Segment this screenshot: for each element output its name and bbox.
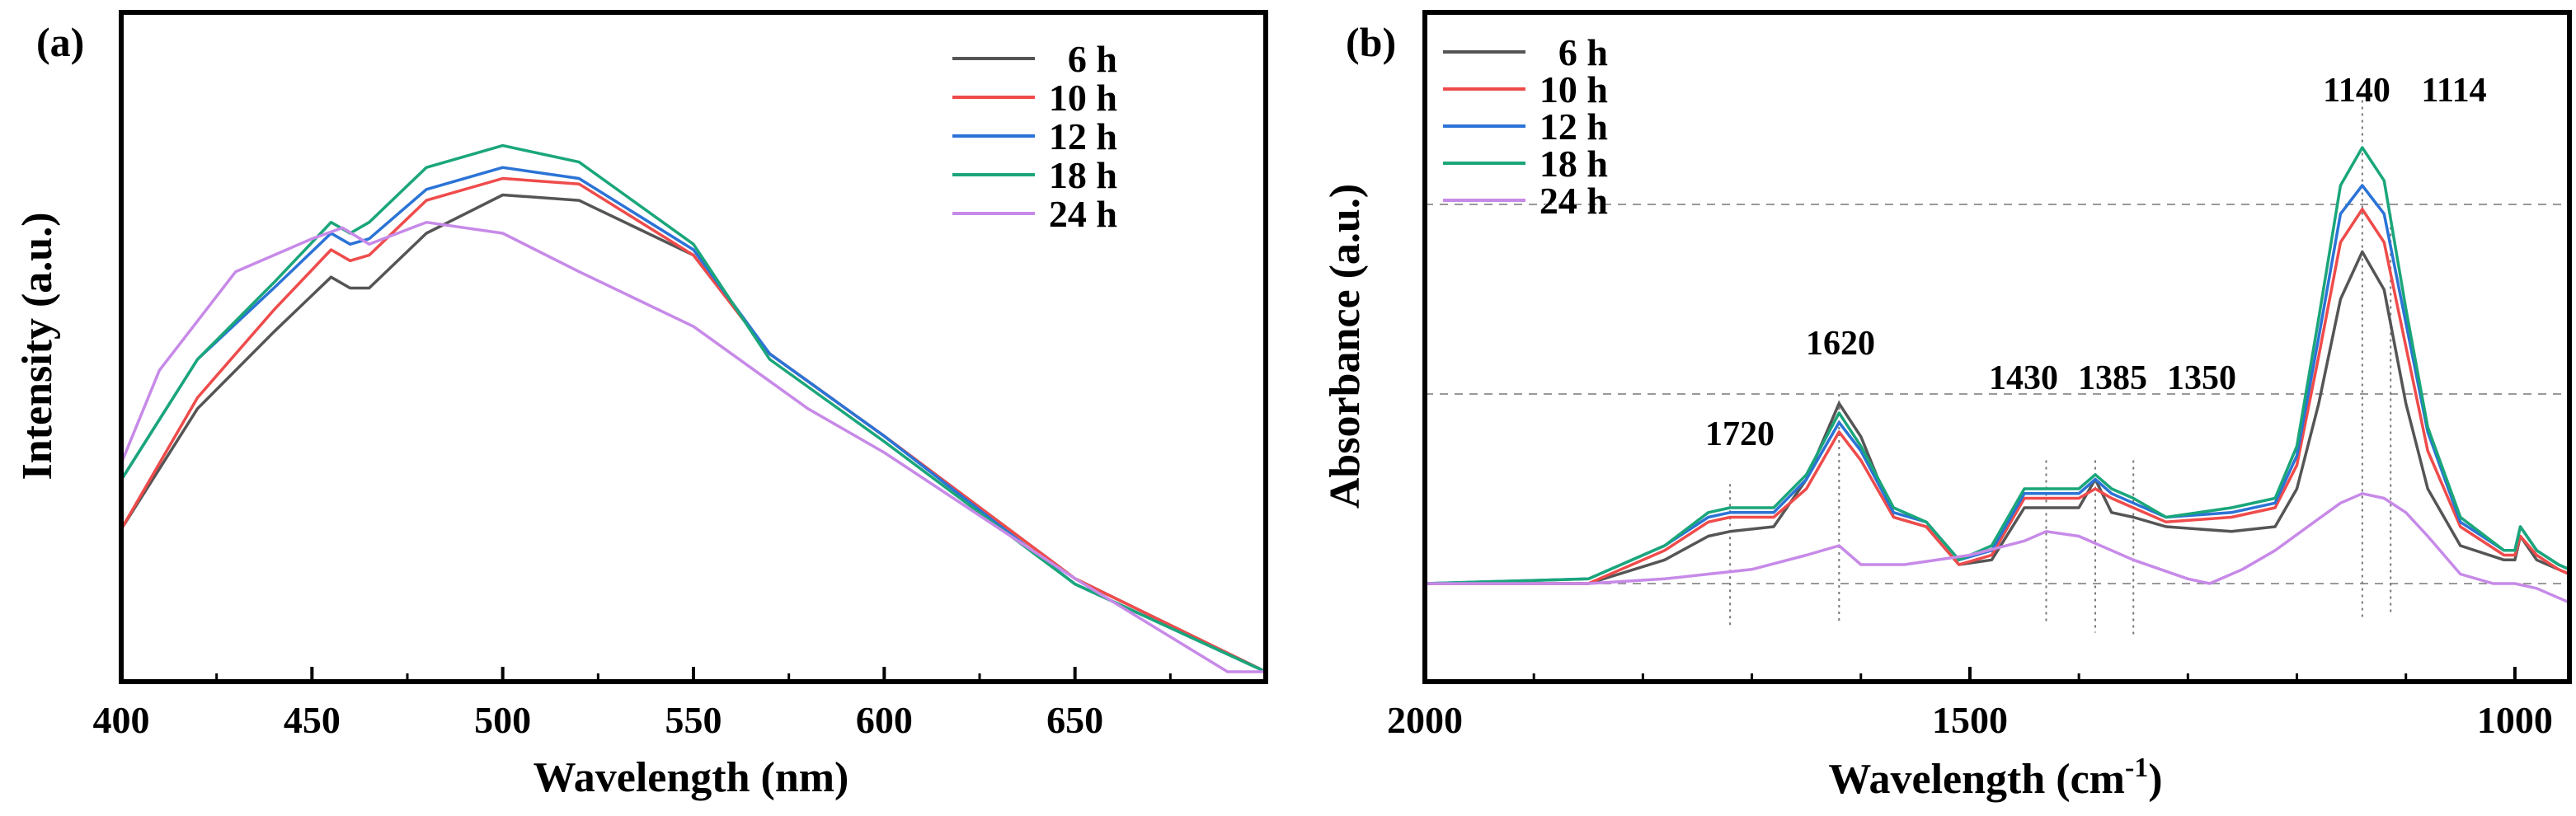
panel-a-y-axis-label: Intensity (a.u.): [14, 212, 61, 480]
panel-b-annotation-1620: 1620: [1806, 325, 1875, 363]
panel-b-series-24h: [1425, 492, 2570, 604]
panel-b-annotation-labels: 1720 1620 1430 1385 1350 1140 1114: [1705, 72, 2487, 453]
panel-b-series-6h: [1425, 250, 2570, 585]
panel-a-legend-label-1: 10 h: [1049, 77, 1117, 119]
panel-b: (b) 1720 1620 1430 1385 1350 1140 1114 6 h10 h…: [1322, 10, 2572, 803]
panel-b-legend: 6 h10 h12 h18 h24 h: [1443, 31, 1608, 222]
panel-a-series-24h: [120, 220, 1266, 673]
panel-b-annotation-1350: 1350: [2167, 359, 2236, 397]
panel-b-annotation-1114: 1114: [2421, 72, 2486, 110]
panel-b-tick-label-1: 1500: [1932, 699, 2008, 741]
panel-a-tick-label-3: 550: [665, 699, 722, 741]
panel-b-annotation-1430: 1430: [1989, 359, 2058, 397]
panel-a-frame: [119, 10, 1268, 684]
panel-b-tick-label-2: 1000: [2477, 699, 2553, 741]
panel-b-legend-label-4: 24 h: [1539, 180, 1608, 222]
panel-b-x-axis-label: Wavelength (cm-1): [1828, 753, 2162, 803]
panel-b-annotation-lines: [1729, 100, 2392, 638]
panel-b-x-ticks: 2000 1500 1000: [1387, 667, 2553, 741]
panel-b-lines: [1424, 146, 2570, 604]
panel-a-legend-label-4: 24 h: [1049, 193, 1117, 235]
panel-b-annotation-1385: 1385: [2078, 359, 2147, 397]
panel-a-series-6h: [120, 193, 1267, 673]
panel-b-y-axis-label: Absorbance (a.u.): [1322, 184, 1369, 509]
panel-a-legend-label-2: 12 h: [1049, 115, 1117, 157]
panel-a-legend: 6 h10 h12 h18 h24 h: [952, 38, 1117, 235]
panel-a-label: (a): [36, 19, 84, 65]
panel-b-series-12h: [1424, 184, 2570, 585]
panel-b-series-18h: [1424, 146, 2570, 585]
panel-b-x-axis-label-close: ): [2148, 756, 2162, 803]
panel-a-tick-label-5: 650: [1046, 699, 1103, 741]
panel-b-legend-label-0: 6 h: [1558, 31, 1608, 73]
panel-a-series-18h: [120, 143, 1267, 673]
panel-b-annotation-1140: 1140: [2323, 72, 2390, 110]
panel-b-legend-label-3: 18 h: [1539, 143, 1608, 185]
panel-a-tick-label-4: 600: [856, 699, 913, 741]
panel-b-legend-label-2: 12 h: [1539, 106, 1608, 148]
panel-b-annotation-1720: 1720: [1705, 415, 1775, 453]
panel-a-lines: [120, 143, 1267, 673]
panel-a-tick-label-0: 400: [93, 699, 150, 741]
panel-a-x-axis-label: Wavelength (nm): [534, 754, 849, 801]
panel-b-label: (b): [1346, 19, 1396, 65]
panel-b-series-10h: [1425, 208, 2570, 585]
panel-a-legend-label-0: 6 h: [1068, 38, 1117, 80]
panel-a: (a) 6 h10 h12 h18 h24 h 400 450 500 550 600 6…: [14, 10, 1268, 801]
panel-a-legend-label-3: 18 h: [1049, 154, 1117, 196]
panel-b-legend-label-1: 10 h: [1539, 68, 1608, 110]
panel-b-x-axis-label-superscript: -1: [2125, 753, 2148, 783]
panel-a-series-12h: [120, 166, 1267, 673]
panel-a-series-10h: [120, 176, 1267, 673]
panel-a-x-ticks: 400 450 500 550 600 650: [93, 667, 1267, 741]
panel-b-frame: [1422, 10, 2572, 684]
panel-a-tick-label-1: 450: [284, 699, 341, 741]
panel-a-tick-label-2: 500: [474, 699, 531, 741]
panel-b-x-axis-label-main: Wavelength (cm: [1828, 756, 2125, 803]
panel-b-tick-label-0: 2000: [1387, 699, 1463, 741]
